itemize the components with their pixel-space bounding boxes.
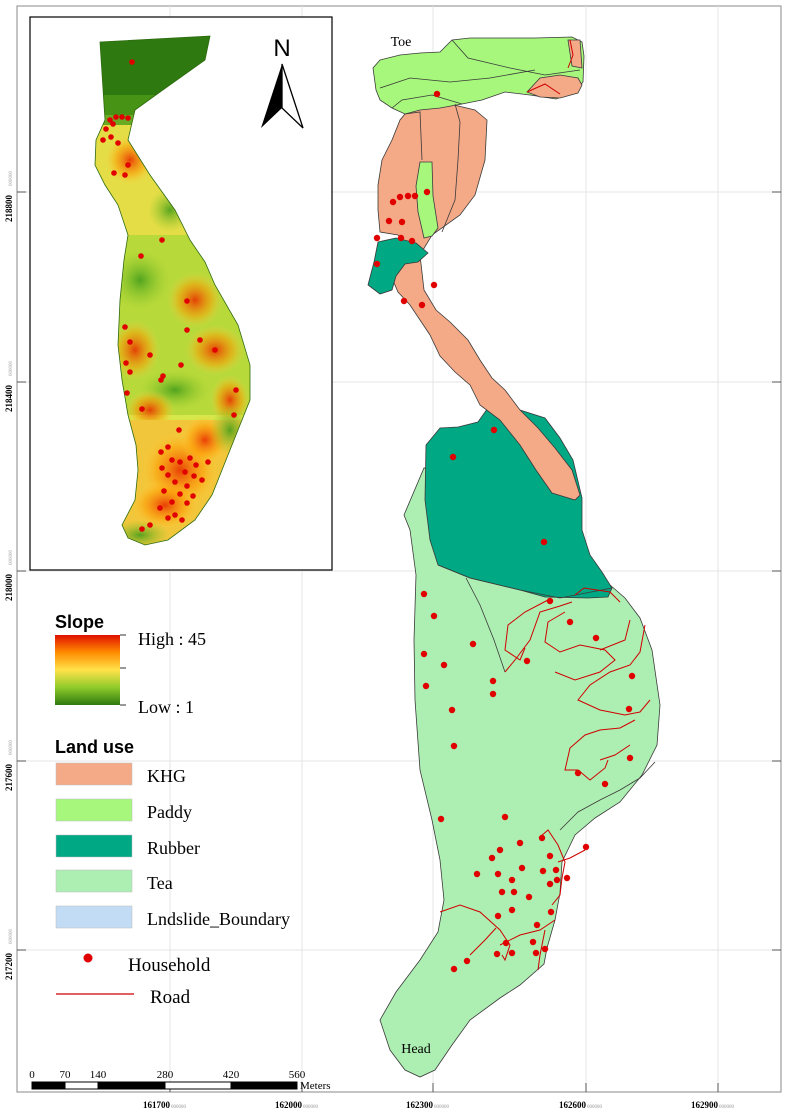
x-label-1: 161700 [143, 1100, 171, 1110]
head-label: Head [401, 1042, 431, 1057]
scale-unit: Meters [300, 1080, 331, 1092]
scale-tick-0: 0 [29, 1069, 35, 1081]
khg-swatch [55, 762, 133, 786]
legend: Slope High : 45 Low : 1 Land use KHG Pad… [55, 612, 290, 1008]
slope-low-label: Low : 1 [138, 697, 194, 717]
landslide-boundary-swatch [55, 905, 133, 929]
households-inset [100, 59, 239, 532]
land-use-legend-title: Land use [55, 737, 134, 757]
scale-tick-280: 280 [157, 1069, 174, 1081]
y-label-4: 217600 [4, 764, 14, 792]
slope-inset: N [29, 16, 333, 571]
paddy-label: Paddy [147, 802, 192, 822]
tea-label: Tea [147, 873, 173, 893]
slope-high-label: High : 45 [138, 629, 206, 649]
x-sublabel-3: 000000 [434, 1105, 450, 1110]
north-arrow-label: N [273, 35, 290, 62]
y-sublabel-2: 000000 [9, 361, 14, 377]
landslide-boundary-label: Lndslide_Boundary [147, 909, 290, 929]
x-sublabel-1: 000000 [171, 1105, 187, 1110]
paddy-toe [372, 36, 585, 115]
scale-tick-560: 560 [289, 1069, 306, 1081]
x-sublabel-2: 000000 [303, 1105, 319, 1110]
slope-ramp [55, 635, 120, 705]
paddy-swatch [55, 798, 133, 822]
map-frame [16, 5, 782, 1093]
x-label-3: 162300 [406, 1100, 434, 1110]
toe-label: Toe [391, 35, 412, 50]
roads [439, 39, 651, 971]
rubber-swatch [55, 834, 133, 858]
scale-tick-420: 420 [223, 1069, 240, 1081]
y-label-1: 218800 [4, 195, 14, 223]
road-label: Road [150, 987, 191, 1008]
scale-tick-140: 140 [90, 1069, 107, 1081]
khg-label: KHG [147, 766, 186, 786]
slope-legend-title: Slope [55, 612, 104, 632]
y-label-2: 218400 [4, 385, 14, 413]
household-label: Household [128, 955, 211, 976]
x-label-5: 162900 [691, 1100, 719, 1110]
x-sublabel-4: 000000 [587, 1105, 603, 1110]
land-use-map [367, 36, 661, 1078]
y-sublabel-1: 000000 [9, 171, 14, 187]
y-label-3: 218000 [4, 574, 14, 602]
households-main [373, 90, 636, 973]
north-arrow: N [261, 35, 304, 129]
household-symbol [83, 953, 93, 963]
y-sublabel-5: 000000 [9, 929, 14, 945]
scale-tick-70: 70 [60, 1069, 72, 1081]
y-sublabel-4: 000000 [9, 740, 14, 756]
rubber-area [424, 371, 613, 599]
x-label-4: 162600 [559, 1100, 587, 1110]
scale-bar: 0 70 140 280 420 560 Meters [29, 1069, 330, 1092]
rubber-label: Rubber [147, 838, 200, 858]
y-label-5: 217200 [4, 953, 14, 981]
tea-swatch [55, 869, 133, 893]
x-label-2: 162000 [275, 1100, 303, 1110]
x-sublabel-5: 000000 [719, 1105, 735, 1110]
khg-area-toe [526, 74, 583, 99]
y-sublabel-3: 000000 [9, 550, 14, 566]
